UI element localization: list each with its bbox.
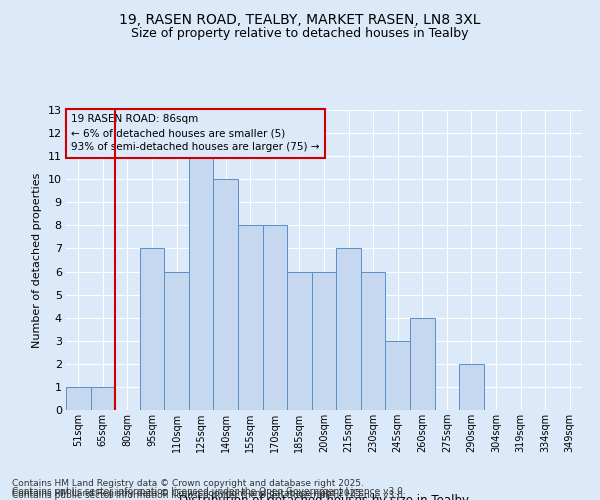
Bar (361, 272, 385, 410)
Bar (91, 387, 115, 410)
Bar (287, 272, 312, 410)
Text: Contains HM Land Registry data © Crown copyright and database right 2025.: Contains HM Land Registry data © Crown c… (12, 488, 364, 498)
Bar (238, 226, 263, 410)
Bar (336, 248, 361, 410)
X-axis label: Distribution of detached houses by size in Tealby: Distribution of detached houses by size … (179, 494, 469, 500)
Bar (312, 272, 336, 410)
Y-axis label: Number of detached properties: Number of detached properties (32, 172, 42, 348)
Bar (66, 387, 91, 410)
Text: Contains public sector information licensed under the Open Government Licence v3: Contains public sector information licen… (12, 487, 406, 496)
Bar (385, 341, 410, 410)
Bar (189, 156, 214, 410)
Bar (214, 179, 238, 410)
Text: Contains public sector information licensed under the Open Government Licence v3: Contains public sector information licen… (12, 491, 406, 500)
Bar (263, 226, 287, 410)
Bar (140, 248, 164, 410)
Bar (164, 272, 189, 410)
Text: Size of property relative to detached houses in Tealby: Size of property relative to detached ho… (131, 28, 469, 40)
Bar (459, 364, 484, 410)
Text: 19 RASEN ROAD: 86sqm
← 6% of detached houses are smaller (5)
93% of semi-detache: 19 RASEN ROAD: 86sqm ← 6% of detached ho… (71, 114, 320, 152)
Text: 19, RASEN ROAD, TEALBY, MARKET RASEN, LN8 3XL: 19, RASEN ROAD, TEALBY, MARKET RASEN, LN… (119, 12, 481, 26)
Text: Contains HM Land Registry data © Crown copyright and database right 2025.: Contains HM Land Registry data © Crown c… (12, 478, 364, 488)
Bar (410, 318, 434, 410)
